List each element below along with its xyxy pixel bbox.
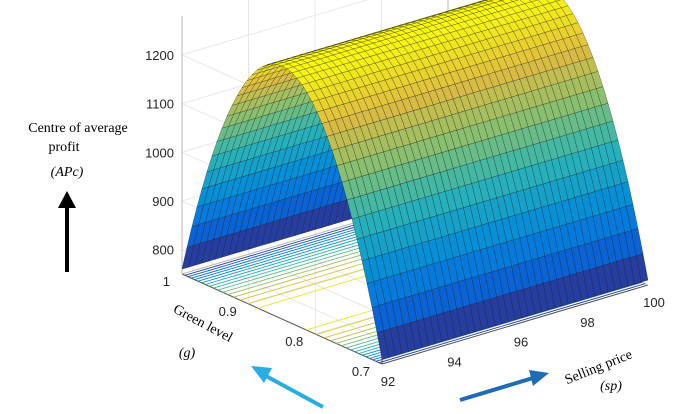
y-axis-symbol: (g) — [179, 346, 196, 361]
y-tick-label: 1 — [163, 274, 170, 289]
x-tick-label: 92 — [381, 374, 395, 389]
z-axis-label-line1: Centre of average — [28, 121, 128, 136]
z-tick-label: 800 — [152, 243, 174, 258]
z-tick-label: 1200 — [145, 48, 174, 63]
z-tick-label: 900 — [152, 194, 174, 209]
x-axis-label: Selling price — [563, 347, 635, 388]
y-axis-line — [181, 273, 383, 365]
z-axis-symbol: (APc) — [51, 165, 84, 180]
z-axis-label-line2: profit — [48, 140, 79, 155]
y-tick-label: 0.7 — [352, 364, 370, 379]
x-axis-line — [381, 284, 649, 365]
green-level-arrow-icon — [251, 366, 324, 409]
x-tick-label: 98 — [580, 315, 594, 330]
selling-price-arrow-icon — [459, 370, 549, 402]
x-tick-label: 100 — [643, 295, 665, 310]
surface-mesh — [181, 0, 649, 360]
z-tick-label: 1000 — [145, 145, 174, 160]
contour-line — [375, 281, 643, 362]
z-arrow-icon — [58, 191, 76, 272]
x-tick-label: 94 — [447, 354, 461, 369]
z-tick-label: 1100 — [146, 97, 174, 112]
y-tick-label: 0.8 — [285, 334, 303, 349]
y-tick-label: 0.9 — [219, 304, 237, 319]
x-tick-label: 96 — [514, 335, 528, 350]
x-axis-symbol: (sp) — [600, 379, 622, 394]
surface-cell — [484, 0, 494, 2]
tick-labels: 800 900 1000 1100 1200 92 94 96 98 100 0.7 0.8 0.9 1 — [145, 48, 665, 389]
contour-line — [378, 283, 646, 364]
surface-cell — [636, 253, 649, 283]
